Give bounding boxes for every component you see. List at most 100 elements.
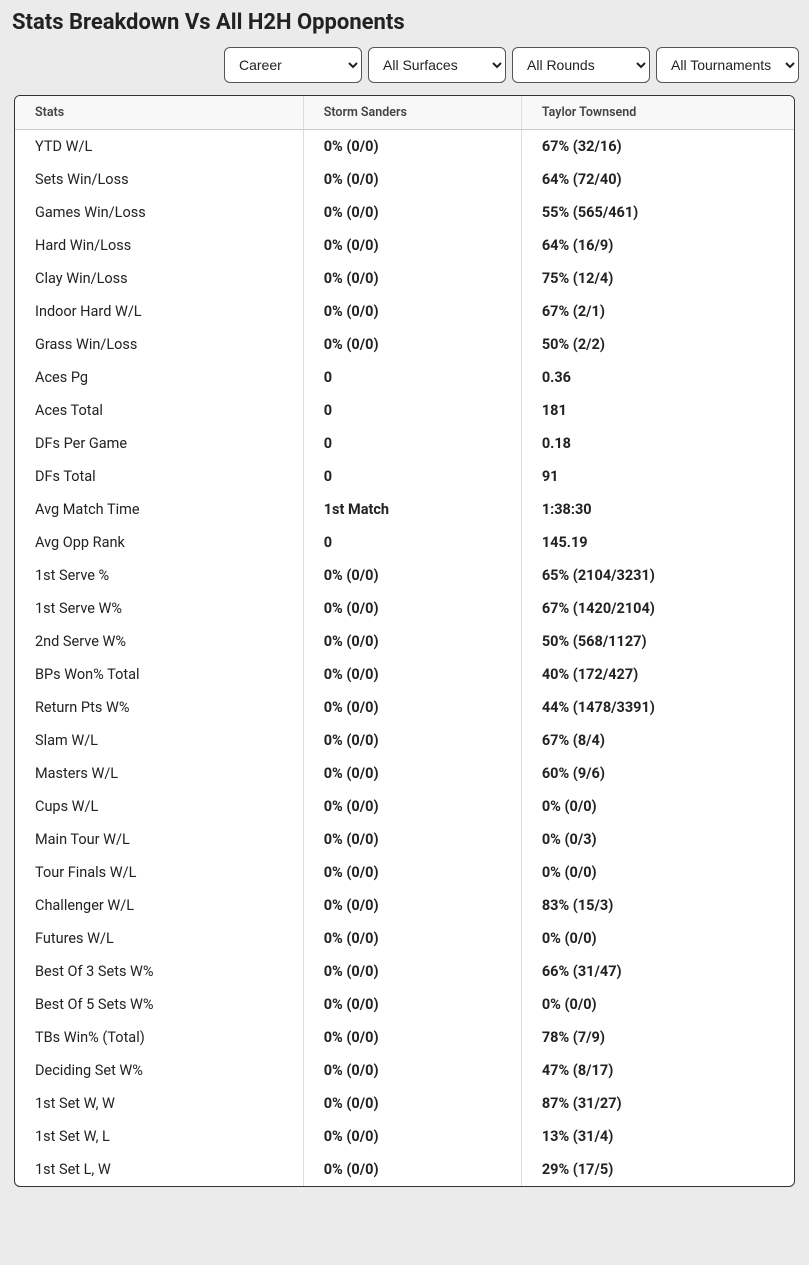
- stat-player1: 0% (0/0): [303, 757, 521, 790]
- stat-label: TBs Win% (Total): [15, 1021, 303, 1054]
- stat-player2: 55% (565/461): [521, 196, 794, 229]
- table-row: Slam W/L0% (0/0)67% (8/4): [15, 724, 794, 757]
- table-row: Avg Opp Rank0145.19: [15, 526, 794, 559]
- stat-player2: 91: [521, 460, 794, 493]
- table-row: 1st Set W, W0% (0/0)87% (31/27): [15, 1087, 794, 1120]
- stat-player1: 0% (0/0): [303, 295, 521, 328]
- table-header-row: Stats Storm Sanders Taylor Townsend: [15, 96, 794, 130]
- stat-player2: 75% (12/4): [521, 262, 794, 295]
- stat-player1: 0% (0/0): [303, 130, 521, 164]
- table-row: Cups W/L0% (0/0)0% (0/0): [15, 790, 794, 823]
- stat-label: Best Of 5 Sets W%: [15, 988, 303, 1021]
- stat-player2: 78% (7/9): [521, 1021, 794, 1054]
- table-row: Masters W/L0% (0/0)60% (9/6): [15, 757, 794, 790]
- stat-player2: 44% (1478/3391): [521, 691, 794, 724]
- stat-player2: 67% (32/16): [521, 130, 794, 164]
- stat-player2: 66% (31/47): [521, 955, 794, 988]
- stat-player1: 0% (0/0): [303, 724, 521, 757]
- rounds-select[interactable]: All Rounds: [512, 47, 650, 83]
- table-row: Best Of 3 Sets W%0% (0/0)66% (31/47): [15, 955, 794, 988]
- surface-select[interactable]: All Surfaces: [368, 47, 506, 83]
- stat-player1: 0% (0/0): [303, 1153, 521, 1186]
- table-row: Return Pts W%0% (0/0)44% (1478/3391): [15, 691, 794, 724]
- stat-player2: 13% (31/4): [521, 1120, 794, 1153]
- table-row: Deciding Set W%0% (0/0)47% (8/17): [15, 1054, 794, 1087]
- stat-player1: 1st Match: [303, 493, 521, 526]
- stat-label: Avg Opp Rank: [15, 526, 303, 559]
- stat-label: Challenger W/L: [15, 889, 303, 922]
- header-player1: Storm Sanders: [303, 96, 521, 130]
- stat-label: 1st Set W, L: [15, 1120, 303, 1153]
- stat-label: Sets Win/Loss: [15, 163, 303, 196]
- table-row: Tour Finals W/L0% (0/0)0% (0/0): [15, 856, 794, 889]
- table-row: 1st Serve W%0% (0/0)67% (1420/2104): [15, 592, 794, 625]
- tournaments-select[interactable]: All Tournaments: [656, 47, 799, 83]
- stat-player2: 0% (0/3): [521, 823, 794, 856]
- table-row: Challenger W/L0% (0/0)83% (15/3): [15, 889, 794, 922]
- stat-player1: 0: [303, 526, 521, 559]
- stat-label: Tour Finals W/L: [15, 856, 303, 889]
- stat-player2: 65% (2104/3231): [521, 559, 794, 592]
- stat-player1: 0% (0/0): [303, 658, 521, 691]
- period-select[interactable]: Career: [224, 47, 362, 83]
- stat-player2: 181: [521, 394, 794, 427]
- stat-player2: 0% (0/0): [521, 856, 794, 889]
- stat-player2: 0.36: [521, 361, 794, 394]
- stat-player1: 0% (0/0): [303, 163, 521, 196]
- table-row: Avg Match Time1st Match1:38:30: [15, 493, 794, 526]
- stat-player1: 0: [303, 361, 521, 394]
- table-row: Indoor Hard W/L0% (0/0)67% (2/1): [15, 295, 794, 328]
- stat-label: Clay Win/Loss: [15, 262, 303, 295]
- stat-player1: 0% (0/0): [303, 559, 521, 592]
- page-title: Stats Breakdown Vs All H2H Opponents: [0, 0, 809, 41]
- stat-player2: 145.19: [521, 526, 794, 559]
- stat-label: Avg Match Time: [15, 493, 303, 526]
- stat-player1: 0% (0/0): [303, 262, 521, 295]
- table-row: TBs Win% (Total)0% (0/0)78% (7/9): [15, 1021, 794, 1054]
- table-row: Futures W/L0% (0/0)0% (0/0): [15, 922, 794, 955]
- stat-player1: 0% (0/0): [303, 823, 521, 856]
- stat-label: Best Of 3 Sets W%: [15, 955, 303, 988]
- stat-player2: 83% (15/3): [521, 889, 794, 922]
- stat-player2: 67% (8/4): [521, 724, 794, 757]
- table-row: 2nd Serve W%0% (0/0)50% (568/1127): [15, 625, 794, 658]
- stat-label: YTD W/L: [15, 130, 303, 164]
- stat-player2: 0% (0/0): [521, 988, 794, 1021]
- stat-label: Aces Total: [15, 394, 303, 427]
- stat-player1: 0% (0/0): [303, 790, 521, 823]
- stat-label: Futures W/L: [15, 922, 303, 955]
- stat-label: Return Pts W%: [15, 691, 303, 724]
- table-row: BPs Won% Total0% (0/0)40% (172/427): [15, 658, 794, 691]
- stat-player2: 64% (72/40): [521, 163, 794, 196]
- filters-row: Career All Surfaces All Rounds All Tourn…: [0, 41, 809, 95]
- stat-player1: 0% (0/0): [303, 592, 521, 625]
- table-row: 1st Serve %0% (0/0)65% (2104/3231): [15, 559, 794, 592]
- stats-table-wrapper: Stats Storm Sanders Taylor Townsend YTD …: [14, 95, 795, 1187]
- table-row: YTD W/L0% (0/0)67% (32/16): [15, 130, 794, 164]
- stat-label: 1st Serve W%: [15, 592, 303, 625]
- stat-player2: 0% (0/0): [521, 922, 794, 955]
- header-player2: Taylor Townsend: [521, 96, 794, 130]
- stat-player1: 0: [303, 460, 521, 493]
- stat-player1: 0% (0/0): [303, 1120, 521, 1153]
- stat-player1: 0% (0/0): [303, 328, 521, 361]
- stat-label: Aces Pg: [15, 361, 303, 394]
- stats-table: Stats Storm Sanders Taylor Townsend YTD …: [15, 96, 794, 1186]
- table-row: Clay Win/Loss0% (0/0)75% (12/4): [15, 262, 794, 295]
- stat-player1: 0% (0/0): [303, 856, 521, 889]
- table-row: Main Tour W/L0% (0/0)0% (0/3): [15, 823, 794, 856]
- header-stats: Stats: [15, 96, 303, 130]
- stat-player1: 0% (0/0): [303, 229, 521, 262]
- stat-player1: 0% (0/0): [303, 625, 521, 658]
- stat-label: Slam W/L: [15, 724, 303, 757]
- stat-player2: 29% (17/5): [521, 1153, 794, 1186]
- table-row: DFs Per Game00.18: [15, 427, 794, 460]
- stat-label: 2nd Serve W%: [15, 625, 303, 658]
- stat-player1: 0% (0/0): [303, 1021, 521, 1054]
- stat-label: 1st Set L, W: [15, 1153, 303, 1186]
- stat-player2: 0.18: [521, 427, 794, 460]
- stat-player1: 0% (0/0): [303, 1054, 521, 1087]
- stat-player1: 0% (0/0): [303, 889, 521, 922]
- stat-player1: 0% (0/0): [303, 955, 521, 988]
- stat-label: Masters W/L: [15, 757, 303, 790]
